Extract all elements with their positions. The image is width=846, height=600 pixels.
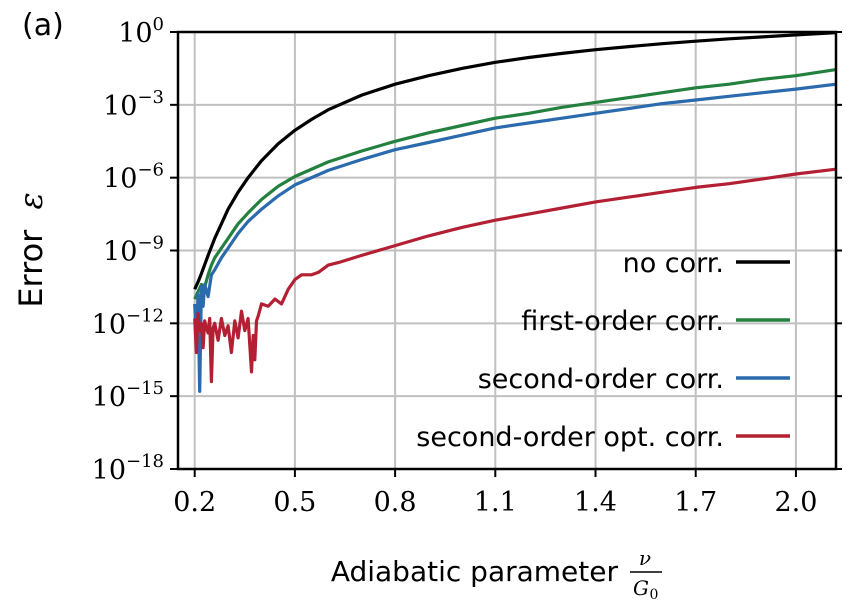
y-tick-label: 10−3 <box>103 87 164 122</box>
series-line-second-order-corr <box>193 82 837 393</box>
y-tick-label: 10−18 <box>92 451 164 486</box>
panel-label: (a) <box>22 8 64 43</box>
y-tick-base: 10 <box>92 455 126 486</box>
y-tick-exponent: −6 <box>137 160 164 181</box>
x-axis-fraction: ν G 0 <box>630 546 662 600</box>
y-tick-exponent: −15 <box>126 378 164 399</box>
x-tick-label: 1.4 <box>574 487 617 518</box>
y-tick-base: 10 <box>103 91 137 122</box>
y-tick-base: 10 <box>92 382 126 413</box>
y-tick-label: 10−12 <box>92 305 164 340</box>
y-tick-label: 10−6 <box>103 160 164 195</box>
y-tick-exponent: 0 <box>153 14 164 35</box>
y-tick-exponent: −18 <box>126 451 164 472</box>
x-tick-label: 0.5 <box>273 487 316 518</box>
x-axis-denominator: G <box>633 576 649 600</box>
y-axis-label: Error <box>12 229 50 308</box>
x-axis-denominator-sub: 0 <box>650 587 659 600</box>
y-tick-base: 10 <box>103 164 137 195</box>
y-tick-base: 10 <box>118 18 152 49</box>
x-tick-label: 2.0 <box>774 487 817 518</box>
grid-lines <box>178 31 836 470</box>
axis-ticks: 0.2 0.5 0.8 1.1 1.4 1.7 2.010010−310−610−910−1… <box>92 14 842 518</box>
legend-label: second-order opt. corr. <box>416 422 724 453</box>
series-line-no-corr <box>193 31 837 290</box>
y-tick-label: 100 <box>118 14 164 49</box>
series-line-second-order-opt-corr <box>193 167 837 384</box>
series-line-first-order-corr <box>193 68 837 300</box>
y-tick-exponent: −12 <box>126 305 164 326</box>
legend-label: first-order corr. <box>521 306 724 337</box>
y-tick-label: 10−9 <box>103 233 164 268</box>
x-tick-label: 1.1 <box>474 487 517 518</box>
y-axis-symbol: ε <box>12 192 50 209</box>
series-layer <box>193 31 837 393</box>
legend: no corr. first-order corr. second-order co… <box>416 248 790 453</box>
x-tick-label: 1.7 <box>674 487 717 518</box>
x-axis-title: Adiabatic parameter <box>331 555 619 588</box>
y-axis-title: Error ε <box>12 192 50 307</box>
x-axis-numerator: ν <box>639 546 651 570</box>
legend-label: no corr. <box>623 248 724 279</box>
y-tick-exponent: −3 <box>137 87 164 108</box>
x-tick-label: 0.2 <box>173 487 216 518</box>
y-tick-base: 10 <box>92 309 126 340</box>
legend-label: second-order corr. <box>478 364 724 395</box>
y-tick-base: 10 <box>103 237 137 268</box>
x-tick-label: 0.8 <box>374 487 417 518</box>
y-tick-exponent: −9 <box>137 233 164 254</box>
y-tick-label: 10−15 <box>92 378 164 413</box>
